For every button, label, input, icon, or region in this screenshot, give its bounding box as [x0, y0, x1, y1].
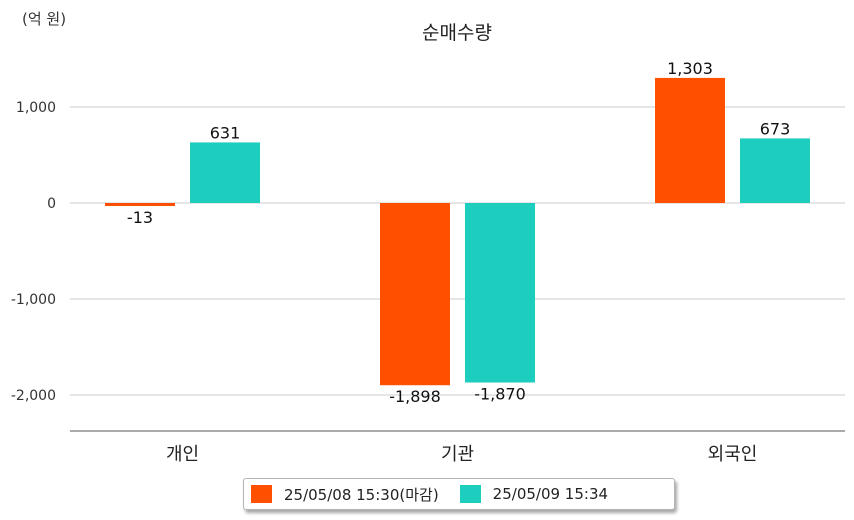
bars — [105, 77, 810, 386]
data-label: 1,303 — [667, 59, 713, 78]
x-tick-label: 외국인 — [708, 444, 758, 465]
x-tick-label: 개인 — [166, 444, 199, 465]
y-tick-label: -2,000 — [11, 388, 56, 404]
data-label: 673 — [760, 119, 791, 138]
legend-item-series-1[interactable]: 25/05/08 15:30(마감) — [251, 484, 439, 505]
data-label: -1,898 — [389, 387, 441, 406]
legend-label-series-1: 25/05/08 15:30(마감) — [284, 485, 439, 504]
bar-개인-series-2[interactable] — [190, 142, 260, 203]
data-labels: -13 631 -1,898 -1,870 1,303 673 — [127, 59, 790, 406]
x-tick-label: 기관 — [441, 444, 474, 465]
legend: 25/05/08 15:30(마감) 25/05/09 15:34 — [243, 478, 675, 510]
unit-label: (억 원) — [22, 10, 67, 28]
legend-label-series-2: 25/05/09 15:34 — [492, 485, 609, 503]
bar-기관-series-1[interactable] — [380, 203, 450, 386]
bar-외국인-series-2[interactable] — [740, 138, 810, 203]
legend-item-series-2[interactable]: 25/05/09 15:34 — [459, 485, 609, 503]
grid-lines — [70, 106, 845, 396]
bar-개인-series-1[interactable] — [105, 203, 175, 206]
legend-swatch-series-2 — [459, 485, 481, 503]
legend-swatch-series-1 — [251, 485, 272, 503]
y-tick-label: 1,000 — [16, 100, 56, 116]
bar-기관-series-2[interactable] — [465, 203, 535, 383]
data-label: -1,870 — [474, 385, 526, 404]
y-axis: 1,000 0 -1,000 -2,000 — [11, 100, 56, 404]
y-tick-label: -1,000 — [11, 292, 56, 308]
data-label: 631 — [210, 123, 241, 142]
bar-외국인-series-1[interactable] — [655, 77, 725, 203]
data-label: -13 — [127, 208, 153, 227]
x-axis: 개인 기관 외국인 — [70, 430, 845, 465]
chart-title: 순매수량 — [422, 22, 492, 44]
y-tick-label: 0 — [47, 196, 56, 212]
